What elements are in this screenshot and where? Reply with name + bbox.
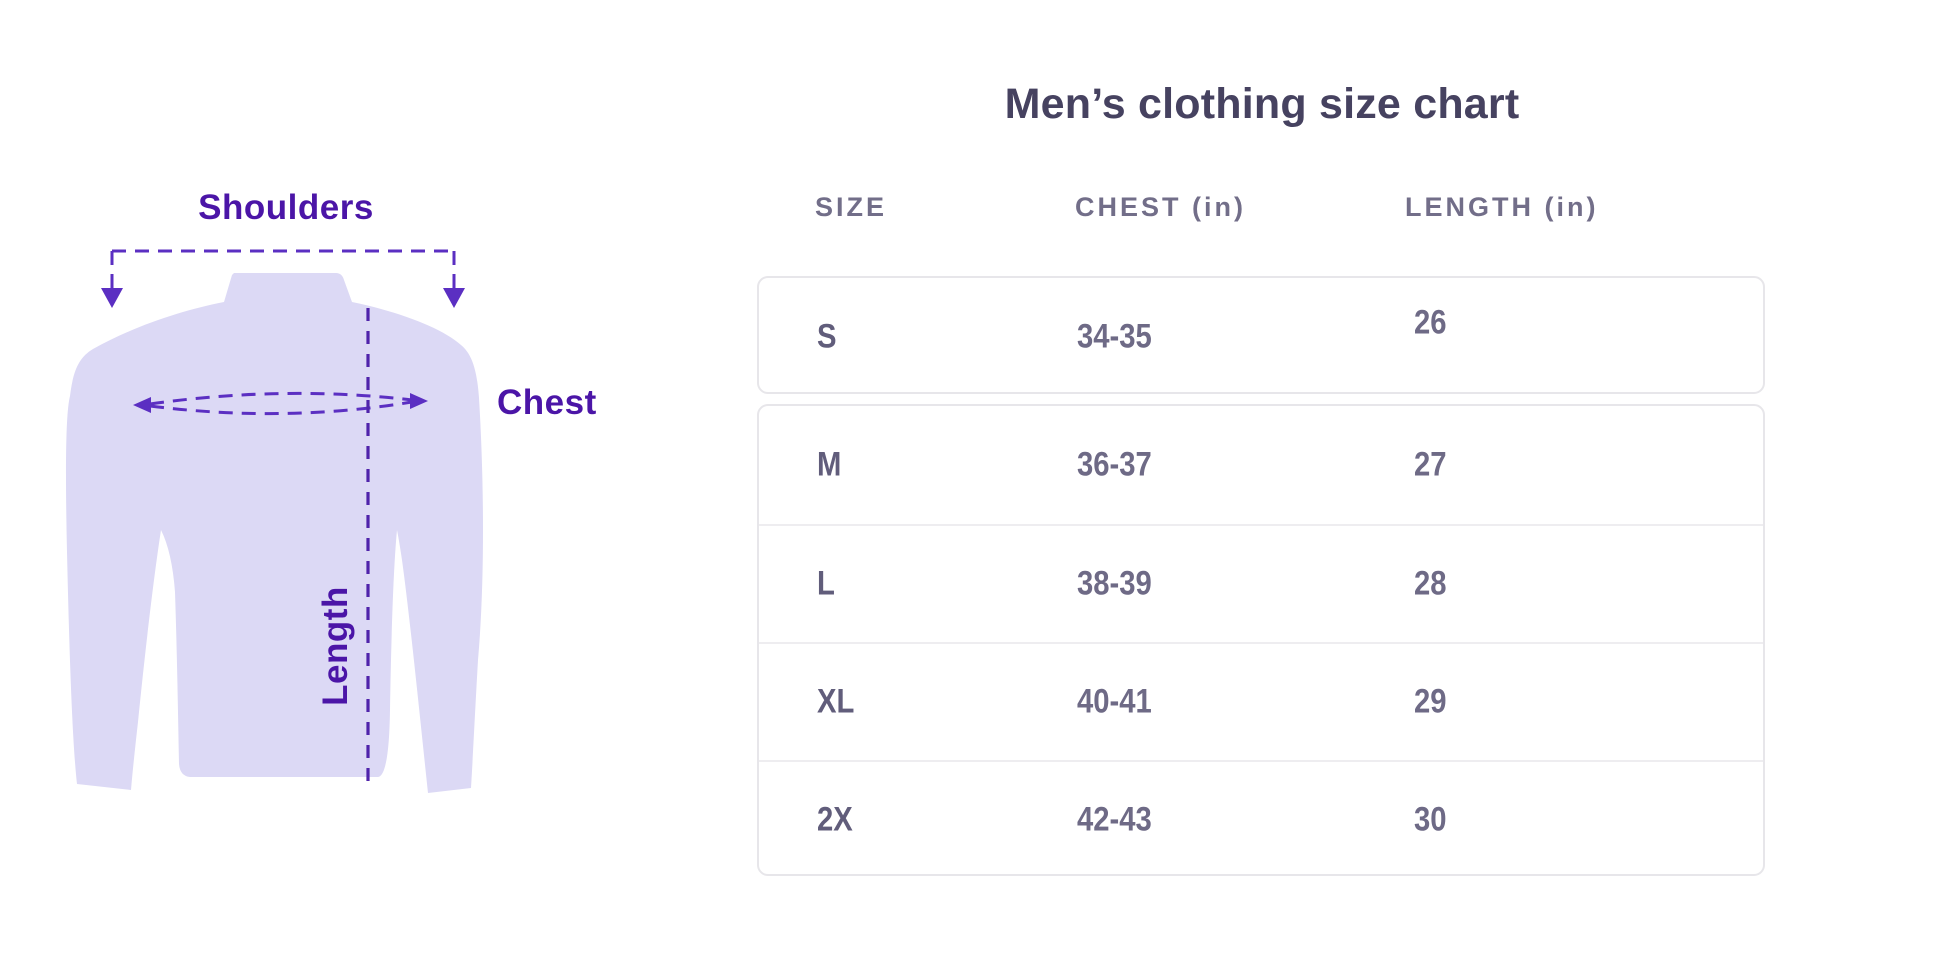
cell-chest: 36-37 bbox=[1077, 445, 1152, 484]
shoulders-measure-bracket bbox=[110, 249, 456, 289]
table-row: 2X 42-43 30 bbox=[759, 760, 1763, 878]
cell-size: S bbox=[817, 317, 837, 356]
cell-length: 27 bbox=[1414, 445, 1447, 484]
column-header-length: LENGTH (in) bbox=[1405, 192, 1599, 222]
table-row: L 38-39 28 bbox=[759, 524, 1763, 642]
size-table-box-first: S 34-35 26 bbox=[757, 276, 1765, 394]
cell-length: 29 bbox=[1414, 682, 1447, 721]
length-label: Length bbox=[316, 586, 355, 706]
cell-length: 30 bbox=[1414, 800, 1447, 839]
column-header-size: SIZE bbox=[815, 192, 888, 222]
chest-arrow-right-icon bbox=[410, 393, 428, 409]
table-row: M 36-37 27 bbox=[759, 406, 1763, 524]
cell-chest: 42-43 bbox=[1077, 800, 1152, 839]
chest-label: Chest bbox=[497, 383, 597, 422]
table-row: XL 40-41 29 bbox=[759, 642, 1763, 760]
page-title: Men’s clothing size chart bbox=[1004, 80, 1520, 128]
shoulders-label: Shoulders bbox=[198, 188, 374, 227]
cell-chest: 38-39 bbox=[1077, 564, 1152, 603]
shoulders-arrow-right-icon bbox=[443, 288, 465, 308]
shirt-silhouette bbox=[66, 273, 483, 793]
cell-size: L bbox=[817, 564, 835, 603]
cell-length: 28 bbox=[1414, 564, 1447, 603]
cell-length: 26 bbox=[1414, 303, 1447, 342]
column-header-chest: CHEST (in) bbox=[1075, 192, 1246, 222]
chest-measure-ellipse bbox=[149, 391, 413, 416]
shoulders-arrow-left-icon bbox=[101, 288, 123, 308]
chest-arrow-left-icon bbox=[133, 397, 151, 413]
cell-chest: 34-35 bbox=[1077, 317, 1152, 356]
cell-size: M bbox=[817, 445, 842, 484]
cell-size: XL bbox=[817, 682, 855, 721]
cell-size: 2X bbox=[817, 800, 853, 839]
cell-chest: 40-41 bbox=[1077, 682, 1152, 721]
table-row: S 34-35 26 bbox=[759, 278, 1763, 396]
size-table-box-rest: M 36-37 27 L 38-39 28 XL 40-41 29 2X 42-… bbox=[757, 404, 1765, 876]
